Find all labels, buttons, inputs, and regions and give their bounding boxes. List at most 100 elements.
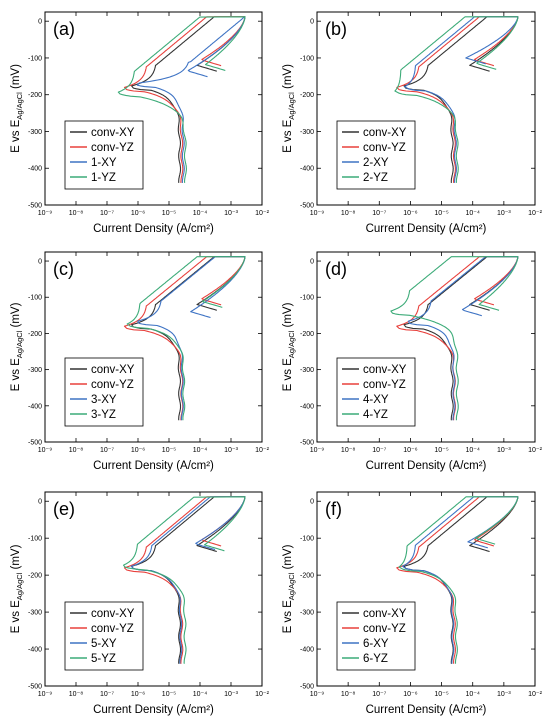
y-tick-label: -100	[28, 55, 42, 62]
legend-entry: conv-YZ	[363, 623, 406, 635]
x-tick-label: 10⁻⁸	[69, 210, 83, 217]
y-tick-label: -500	[300, 684, 314, 691]
series-line-3-XY	[137, 256, 246, 421]
legend-entry: conv-YZ	[363, 379, 406, 391]
x-tick-label: 10⁻³	[497, 210, 511, 217]
y-axis-label: E vs EAg/AgCl (mV)	[282, 544, 296, 633]
panel-a: 10⁻⁹ 10⁻⁸ 10⁻⁷ 10⁻⁶ 10⁻⁵ 10⁻⁴ 10⁻³ 10⁻² 0 -100 -20…	[10, 11, 270, 235]
legend: conv-XY conv-YZ 5-XY 5-YZ	[64, 601, 144, 671]
x-tick-label: 10⁻⁴	[193, 691, 208, 698]
series-line-2-XY	[404, 16, 519, 183]
y-tick-label: -100	[28, 536, 42, 543]
curves	[396, 496, 519, 664]
y-tick-label: 0	[310, 19, 314, 26]
legend: conv-XY conv-YZ 2-XY 2-YZ	[336, 120, 416, 190]
panel-label: (c)	[53, 259, 74, 279]
series-line-2-YZ	[394, 16, 519, 183]
legend-entry: conv-XY	[363, 608, 407, 620]
y-tick-label: -100	[28, 295, 42, 302]
x-tick-label: 10⁻⁷	[372, 447, 386, 454]
legend-entry: conv-YZ	[91, 142, 134, 154]
plot-frame	[316, 491, 536, 687]
series-line-conv-XY	[403, 16, 519, 183]
y-tick-label: -100	[300, 536, 314, 543]
panel-label: (a)	[53, 19, 75, 39]
y-axis-label: E vs EAg/AgCl (mV)	[282, 302, 296, 391]
panel-label: (d)	[325, 259, 347, 279]
x-axis-label: Current Density (A/cm²)	[366, 704, 487, 716]
curves	[117, 16, 246, 183]
legend-entry: conv-XY	[363, 364, 407, 376]
series-line-conv-XY	[131, 496, 246, 664]
x-tick-label: 10⁻⁵	[162, 691, 176, 698]
curves	[123, 256, 246, 421]
x-tick-label: 10⁻⁴	[193, 447, 208, 454]
x-tick-label: 10⁻³	[224, 447, 238, 454]
series-line-4-YZ	[390, 256, 519, 421]
legend-entry: 1-YZ	[91, 172, 116, 184]
x-tick-label: 10⁻⁹	[38, 210, 52, 217]
x-tick-label: 10⁻³	[224, 210, 238, 217]
x-tick-label: 10⁻⁸	[69, 691, 83, 698]
series-line-conv-XY	[403, 496, 519, 664]
x-tick-label: 10⁻⁵	[162, 210, 176, 217]
series-line-5-XY	[130, 496, 246, 664]
plot-frame	[316, 11, 536, 206]
series-line-3-YZ	[126, 256, 246, 421]
legend-entry: 3-YZ	[91, 409, 116, 421]
legend-entry: conv-YZ	[363, 142, 406, 154]
y-tick-label: -500	[28, 440, 42, 447]
x-tick-label: 10⁻⁶	[403, 210, 417, 217]
y-tick-label: -200	[300, 92, 314, 99]
legend: conv-XY conv-YZ 3-XY 3-YZ	[64, 357, 144, 427]
x-tick-label: 10⁻⁴	[465, 447, 480, 454]
plot-frame	[44, 491, 263, 687]
y-tick-label: -400	[28, 403, 42, 410]
y-tick-label: -300	[300, 129, 314, 136]
y-tick-label: -400	[28, 166, 42, 173]
x-tick-label: 10⁻⁵	[434, 447, 448, 454]
legend-entry: 6-XY	[363, 638, 389, 650]
y-tick-label: 0	[310, 259, 314, 266]
y-tick-label: -400	[300, 647, 314, 654]
y-tick-label: -100	[300, 55, 314, 62]
x-tick-label: 10⁻⁵	[434, 691, 448, 698]
panel-label: (e)	[53, 499, 75, 519]
y-tick-label: -200	[300, 331, 314, 338]
x-tick-label: 10⁻⁷	[100, 447, 114, 454]
curves	[394, 16, 519, 183]
x-axis-label: Current Density (A/cm²)	[93, 223, 214, 235]
series-line-1-XY	[136, 16, 246, 183]
x-axis-label: Current Density (A/cm²)	[366, 460, 487, 472]
series-line-conv-YZ	[396, 16, 519, 183]
x-tick-label: 10⁻⁷	[372, 691, 386, 698]
panel-f: 10⁻⁹ 10⁻⁸ 10⁻⁷ 10⁻⁶ 10⁻⁵ 10⁻⁴ 10⁻³ 10⁻² 0 -100 -20…	[282, 491, 543, 716]
curves	[390, 256, 519, 421]
y-axis-label: E vs EAg/AgCl (mV)	[10, 302, 24, 391]
legend-entry: conv-YZ	[91, 623, 134, 635]
y-tick-label: -500	[300, 440, 314, 447]
x-axis-label: Current Density (A/cm²)	[93, 704, 214, 716]
x-tick-label: 10⁻⁵	[434, 210, 448, 217]
legend-entry: 6-YZ	[363, 653, 388, 665]
y-tick-label: -300	[300, 610, 314, 617]
x-tick-label: 10⁻²	[255, 447, 269, 454]
y-tick-label: -400	[300, 166, 314, 173]
x-tick-label: 10⁻²	[528, 691, 542, 698]
legend-entry: 3-XY	[91, 394, 117, 406]
y-tick-label: -100	[300, 295, 314, 302]
x-tick-label: 10⁻²	[528, 210, 542, 217]
panel-label: (b)	[325, 19, 347, 39]
x-tick-label: 10⁻⁶	[403, 691, 417, 698]
legend-entry: 2-XY	[363, 157, 389, 169]
x-tick-label: 10⁻⁸	[341, 210, 355, 217]
y-tick-label: -300	[28, 129, 42, 136]
y-tick-label: 0	[38, 259, 42, 266]
y-tick-label: -500	[28, 203, 42, 210]
x-tick-label: 10⁻⁴	[465, 210, 480, 217]
y-tick-label: 0	[38, 499, 42, 506]
legend-entry: conv-XY	[91, 127, 135, 139]
x-axis-label: Current Density (A/cm²)	[93, 460, 214, 472]
legend-entry: conv-XY	[363, 127, 407, 139]
